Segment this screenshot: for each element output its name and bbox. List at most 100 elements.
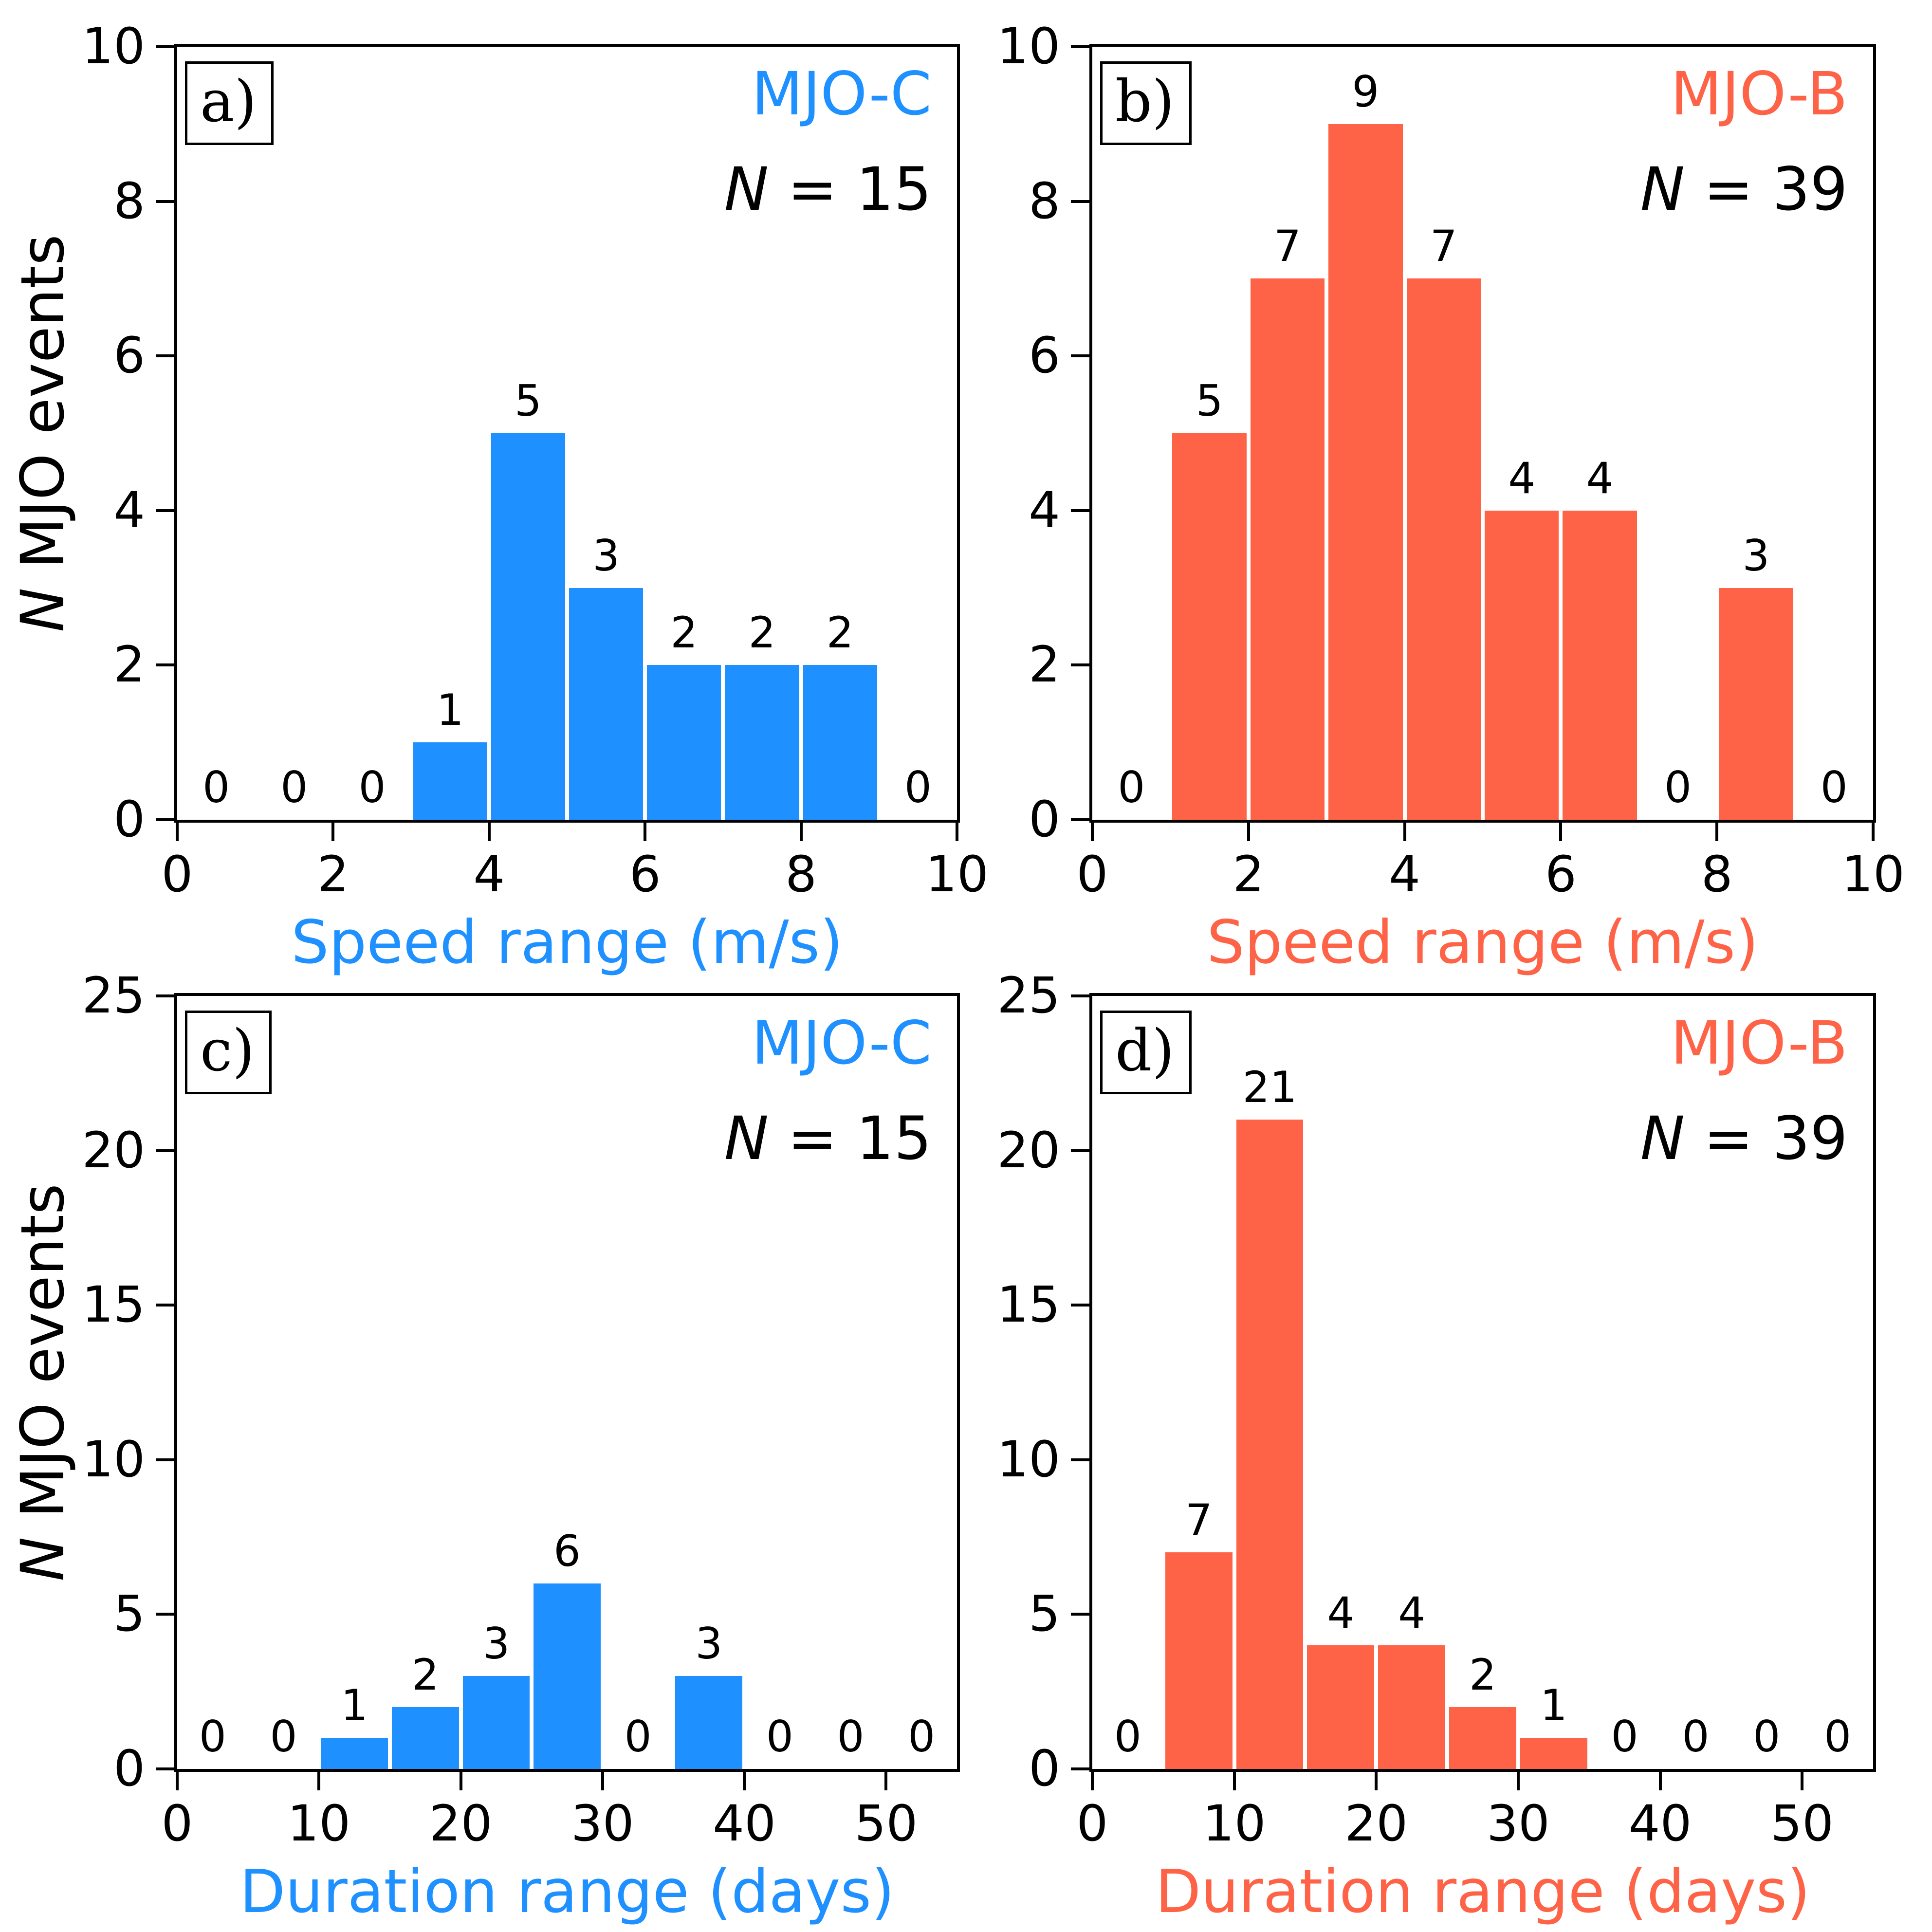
y-tick — [1071, 994, 1089, 997]
x-tick-label: 50 — [854, 1795, 918, 1853]
bar-value-label: 2 — [826, 607, 854, 658]
bar-value-label: 7 — [1274, 221, 1301, 272]
histogram-bar — [569, 588, 644, 820]
bar-value-label: 0 — [1664, 762, 1692, 812]
y-tick-label: 6 — [113, 327, 145, 385]
x-tick — [331, 823, 335, 841]
y-axis-label-symbol: N — [8, 588, 77, 632]
y-tick — [1071, 663, 1089, 667]
y-tick — [1071, 354, 1089, 358]
panel-c: c) MJO-C N = 15 Duration range (days) N … — [0, 966, 966, 1932]
dataset-label: MJO-B — [1670, 59, 1848, 129]
bar-value-label: 0 — [904, 762, 932, 812]
x-tick-label: 8 — [1701, 846, 1733, 903]
x-tick-label: 20 — [1344, 1795, 1408, 1853]
histogram-bar — [1307, 1645, 1375, 1769]
bar-value-label: 0 — [1611, 1711, 1638, 1762]
y-tick — [156, 200, 174, 203]
bar-value-label: 0 — [908, 1711, 936, 1762]
bar-value-label: 4 — [1586, 453, 1614, 503]
x-tick — [1375, 1772, 1378, 1790]
dataset-label: MJO-C — [752, 59, 932, 129]
n-symbol: N — [724, 1104, 769, 1173]
bar-value-label: 3 — [695, 1619, 723, 1669]
x-tick — [884, 1772, 888, 1790]
bar-value-label: 0 — [766, 1711, 793, 1762]
x-axis-label: Duration range (days) — [1155, 1857, 1810, 1926]
bar-value-label: 9 — [1352, 66, 1380, 117]
y-tick-label: 10 — [82, 1430, 145, 1489]
histogram-bar — [1406, 278, 1481, 820]
y-tick-label: 6 — [1029, 327, 1060, 385]
x-tick-label: 4 — [473, 846, 505, 903]
y-tick — [156, 1304, 174, 1307]
bar-value-label: 0 — [1118, 762, 1145, 812]
x-tick-label: 6 — [1545, 846, 1577, 903]
panel-a: a) MJO-C N = 15 Speed range (m/s) N MJO … — [0, 0, 989, 973]
x-tick-label: 2 — [1233, 846, 1265, 903]
x-tick-label: 0 — [161, 1795, 193, 1853]
histogram-bar — [1250, 278, 1325, 820]
y-tick-label: 0 — [113, 1740, 145, 1798]
x-tick — [799, 823, 803, 841]
y-tick — [156, 1613, 174, 1616]
bar-value-label: 6 — [553, 1526, 581, 1576]
x-tick — [743, 1772, 746, 1790]
y-tick-label: 5 — [1029, 1585, 1060, 1643]
x-tick-label: 10 — [925, 846, 989, 903]
bar-value-label: 3 — [1742, 530, 1770, 581]
histogram-bar — [725, 665, 799, 820]
histogram-bar — [462, 1676, 530, 1769]
n-value: = 15 — [768, 1104, 932, 1173]
y-tick — [1071, 1458, 1089, 1461]
histogram-bar — [391, 1707, 459, 1769]
x-axis-label: Duration range (days) — [239, 1857, 895, 1926]
dataset-label: MJO-B — [1670, 1009, 1848, 1078]
histogram-bar — [491, 433, 565, 820]
x-tick — [1516, 1772, 1520, 1790]
histogram-bar — [647, 665, 721, 820]
histogram-bar — [1236, 1120, 1304, 1769]
x-tick — [176, 1772, 179, 1790]
y-tick — [156, 1149, 174, 1152]
dataset-label: MJO-C — [752, 1009, 932, 1078]
y-tick-label: 15 — [997, 1276, 1060, 1334]
y-tick-label: 20 — [82, 1121, 145, 1179]
x-tick-label: 0 — [1076, 846, 1108, 903]
bar-value-label: 0 — [1114, 1711, 1141, 1762]
y-tick-label: 8 — [113, 172, 145, 230]
y-tick — [1071, 1149, 1089, 1152]
histogram-bar — [1449, 1707, 1516, 1769]
bar-value-label: 0 — [1820, 762, 1848, 812]
bar-value-label: 4 — [1508, 453, 1536, 503]
bar-value-label: 2 — [748, 607, 776, 658]
bar-value-label: 7 — [1430, 221, 1457, 272]
bar-value-label: 21 — [1242, 1062, 1297, 1113]
bar-value-label: 2 — [411, 1649, 439, 1700]
bar-value-label: 0 — [202, 762, 230, 812]
bar-value-label: 2 — [1469, 1649, 1496, 1700]
y-tick — [156, 509, 174, 512]
bar-value-label: 1 — [341, 1680, 368, 1731]
y-tick — [156, 994, 174, 997]
x-tick — [1091, 823, 1094, 841]
y-axis-label-symbol: N — [8, 1537, 77, 1582]
n-symbol: N — [1640, 155, 1685, 224]
panel-letter: b) — [1100, 61, 1192, 145]
x-tick-label: 8 — [785, 846, 817, 903]
y-tick — [156, 45, 174, 48]
y-tick-label: 10 — [997, 18, 1060, 75]
bar-value-label: 0 — [837, 1711, 865, 1762]
x-tick-label: 40 — [713, 1795, 776, 1853]
sample-size-label: N = 15 — [174, 1109, 932, 1168]
histogram-bar — [1719, 588, 1793, 820]
x-tick — [459, 1772, 462, 1790]
n-value: = 39 — [1684, 1104, 1848, 1173]
x-tick — [176, 823, 179, 841]
bar-value-label: 0 — [280, 762, 308, 812]
histogram-bar — [1328, 124, 1403, 820]
y-tick-label: 0 — [1029, 791, 1060, 848]
x-tick-label: 20 — [429, 1795, 493, 1853]
bar-value-label: 3 — [592, 530, 620, 581]
